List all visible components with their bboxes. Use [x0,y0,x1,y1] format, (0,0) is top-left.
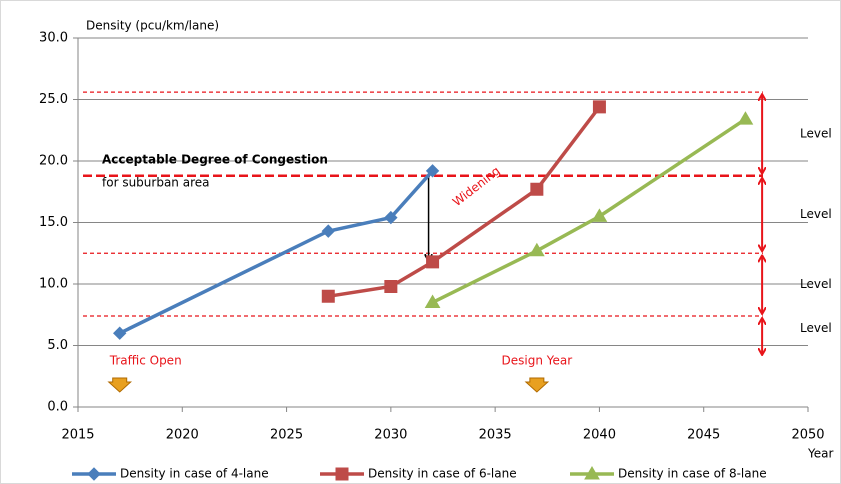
y-tick-label: 5.0 [47,338,68,353]
level-label: Level [800,126,832,140]
y-tick-label: 30.0 [39,31,68,46]
event-arrow [524,377,550,393]
legend-label: Density in case of 4-lane [120,467,269,481]
congestion-label: Acceptable Degree of Congestion [102,152,328,166]
level-label: Level [800,321,832,335]
x-tick-label: 2035 [479,428,512,443]
x-tick-label: 2020 [166,428,199,443]
legend-marker [335,467,349,481]
x-tick-label: 2015 [61,428,94,443]
data-point [530,182,544,196]
x-tick-label: 2025 [270,428,303,443]
y-axis-label: Density (pcu/km/lane) [86,19,219,33]
data-point [384,210,398,225]
x-tick-label: 2030 [374,428,407,443]
level-label: Level [800,277,832,291]
y-tick-label: 0.0 [47,400,68,415]
legend-label: Density in case of 6-lane [368,467,517,481]
data-point [424,294,441,308]
series-line [431,117,747,305]
x-tick-label: 2040 [583,428,616,443]
data-point [113,326,127,340]
data-point [737,111,754,125]
data-point [592,100,606,114]
legend-label: Density in case of 8-lane [618,467,767,481]
series-line [118,169,434,335]
legend-marker [584,466,600,480]
data-point [321,224,335,238]
congestion-label: for suburban area [102,175,209,189]
x-tick-label: 2050 [791,428,824,443]
y-tick-label: 10.0 [39,277,68,292]
event-arrow [107,377,133,393]
level-label: Level [800,207,832,221]
data-point [321,289,335,303]
y-tick-label: 15.0 [39,215,68,230]
data-point [591,208,608,222]
data-point [384,279,398,293]
event-label: Design Year [502,354,573,368]
data-point [425,164,440,178]
legend-marker [87,467,101,481]
event-label: Traffic Open [109,354,182,368]
y-tick-label: 20.0 [39,154,68,169]
x-axis-label: Year [807,447,833,461]
x-tick-label: 2045 [687,428,720,443]
data-point [426,255,440,269]
data-point [528,242,545,257]
y-tick-label: 25.0 [39,92,68,107]
